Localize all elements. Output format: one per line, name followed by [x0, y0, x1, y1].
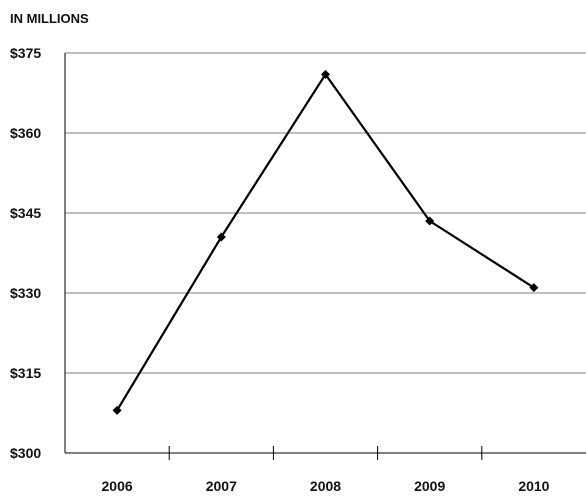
y-tick-label: $360: [10, 125, 41, 141]
y-tick-label: $375: [10, 45, 41, 61]
y-tick-label: $345: [10, 205, 41, 221]
unit-label: IN MILLIONS: [10, 11, 89, 26]
series-group: [112, 69, 539, 415]
data-point-marker: [112, 405, 122, 415]
x-axis-ticks: 2006 2007 2008 2009 2010: [102, 446, 550, 494]
data-point-marker: [216, 232, 226, 242]
x-tick-label: 2009: [414, 478, 445, 494]
y-tick-label: $315: [10, 365, 41, 381]
data-point-marker: [321, 69, 330, 79]
y-axis-ticks: $300 $315 $330 $345 $360 $375: [10, 45, 41, 461]
x-tick-label: 2010: [518, 478, 549, 494]
series-line: [116, 72, 535, 411]
x-tick-label: 2008: [310, 478, 341, 494]
y-tick-label: $300: [10, 445, 41, 461]
data-point-marker: [425, 216, 435, 226]
data-point-marker: [529, 283, 539, 293]
gridlines: [65, 52, 586, 374]
y-tick-label: $330: [10, 285, 41, 301]
x-tick-label: 2006: [102, 478, 133, 494]
x-tick-label: 2007: [206, 478, 237, 494]
axes: [64, 53, 586, 454]
